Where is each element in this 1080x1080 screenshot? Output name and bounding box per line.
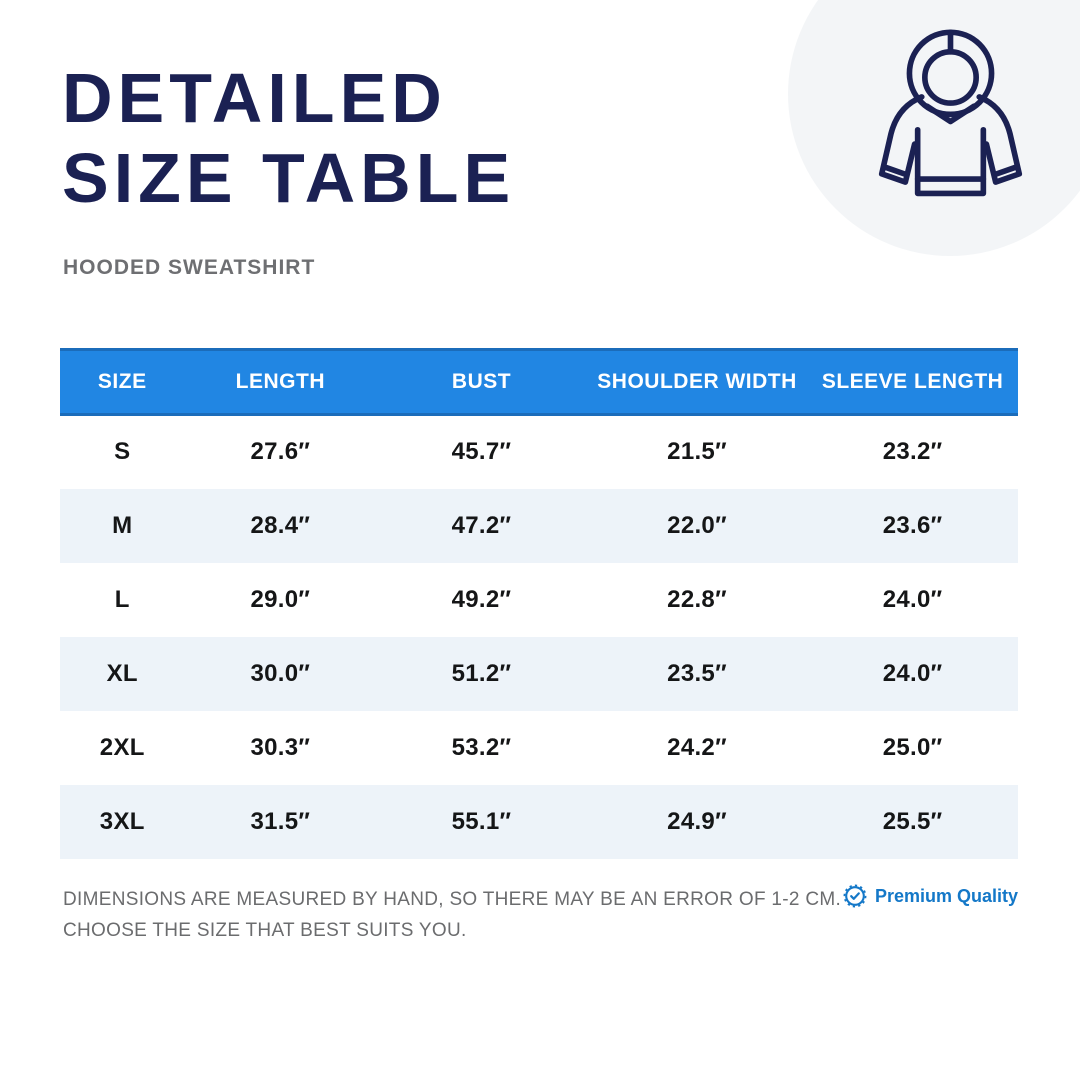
table-row-xl: XL 30.0″ 51.2″ 23.5″ 24.0″ — [60, 636, 1018, 711]
page-title: DETAILED SIZE TABLE — [62, 58, 515, 218]
bust-cell: 55.1″ — [376, 784, 587, 859]
length-cell: 30.3″ — [250, 733, 311, 761]
table-row-2xl: 2XL 30.3″ 53.2″ 24.2″ 25.0″ — [60, 711, 1018, 785]
table-row-m: M 28.4″ 47.2″ 22.0″ 23.6″ — [60, 488, 1018, 563]
sleeve-length-cell: 25.0″ — [882, 733, 943, 761]
bust-cell: 49.2″ — [451, 585, 512, 613]
sleeve-length-cell: 23.2″ — [882, 438, 943, 466]
sleeve-length-cell: 23.6″ — [807, 488, 1018, 563]
sleeve-length-cell: 24.0″ — [807, 636, 1018, 711]
shoulder-width-cell: 24.2″ — [667, 733, 727, 761]
size-table-body: S 27.6″ 45.7″ 21.5″ 23.2″ M 28.4″ 47.2″ … — [60, 415, 1018, 859]
product-subtitle: HOODED SWEATSHIRT — [63, 256, 316, 279]
length-cell: 27.6″ — [250, 438, 311, 466]
column-header-shoulder-width: SHOULDER WIDTH — [586, 348, 808, 416]
length-cell: 31.5″ — [184, 784, 377, 859]
size-cell: M — [60, 488, 185, 563]
size-cell: XL — [60, 636, 185, 711]
disclaimer-line2: CHOOSE THE SIZE THAT BEST SUITS YOU. — [63, 920, 467, 941]
verified-seal-check-icon — [843, 884, 867, 908]
shoulder-width-cell: 23.5″ — [586, 636, 808, 711]
sleeve-length-cell: 24.0″ — [882, 585, 943, 613]
table-row-s: S 27.6″ 45.7″ 21.5″ 23.2″ — [60, 415, 1018, 489]
bust-cell: 45.7″ — [451, 438, 512, 466]
column-header-length: LENGTH — [184, 348, 377, 416]
header-row: SIZE LENGTH BUST SHOULDER WIDTH SLEEVE L… — [60, 348, 1018, 416]
size-table: SIZE LENGTH BUST SHOULDER WIDTH SLEEVE L… — [60, 348, 1018, 859]
premium-quality-badge: Premium Quality — [843, 884, 1018, 908]
column-header-sleeve-length: SLEEVE LENGTH — [807, 348, 1018, 416]
size-cell: L — [114, 585, 130, 613]
column-header-size: SIZE — [60, 348, 185, 416]
bust-cell: 51.2″ — [376, 636, 587, 711]
bust-cell: 47.2″ — [376, 488, 587, 563]
length-cell: 30.0″ — [184, 636, 377, 711]
sleeve-length-cell: 25.5″ — [807, 784, 1018, 859]
hoodie-icon — [878, 29, 1023, 197]
page-title-line1: DETAILED — [62, 59, 447, 137]
size-cell: S — [114, 438, 131, 466]
size-cell: 2XL — [99, 733, 145, 761]
shoulder-width-cell: 22.0″ — [586, 488, 808, 563]
shoulder-width-cell: 21.5″ — [667, 438, 727, 466]
measurement-disclaimer: DIMENSIONS ARE MEASURED BY HAND, SO THER… — [63, 884, 841, 946]
size-table-header: SIZE LENGTH BUST SHOULDER WIDTH SLEEVE L… — [60, 348, 1018, 416]
shoulder-width-cell: 22.8″ — [667, 585, 727, 613]
length-cell: 29.0″ — [250, 585, 311, 613]
size-cell: 3XL — [60, 784, 185, 859]
table-row-3xl: 3XL 31.5″ 55.1″ 24.9″ 25.5″ — [60, 784, 1018, 859]
page-title-line2: SIZE TABLE — [62, 139, 516, 217]
disclaimer-line1: DIMENSIONS ARE MEASURED BY HAND, SO THER… — [63, 889, 842, 910]
table-row-l: L 29.0″ 49.2″ 22.8″ 24.0″ — [60, 563, 1018, 637]
length-cell: 28.4″ — [184, 488, 377, 563]
premium-quality-label: Premium Quality — [874, 885, 1018, 906]
column-header-bust: BUST — [376, 348, 587, 416]
shoulder-width-cell: 24.9″ — [586, 784, 808, 859]
bust-cell: 53.2″ — [451, 733, 512, 761]
